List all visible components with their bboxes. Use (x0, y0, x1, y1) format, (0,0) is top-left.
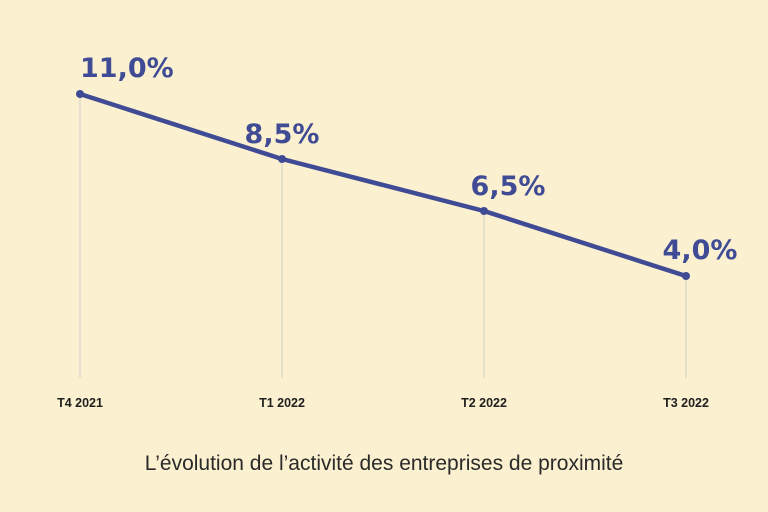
data-point (480, 207, 488, 215)
x-tick-label: T2 2022 (461, 396, 507, 410)
data-point (76, 90, 84, 98)
data-label: 11,0% (80, 53, 174, 84)
x-tick-label: T3 2022 (663, 396, 709, 410)
data-point (682, 272, 690, 280)
data-label: 8,5% (245, 119, 320, 150)
x-axis-tick-labels: T4 2021 T1 2022 T2 2022 T3 2022 (57, 396, 709, 410)
data-labels: 11,0% 8,5% 6,5% 4,0% (80, 53, 737, 266)
grid-lines (79, 94, 687, 378)
data-points (76, 90, 690, 280)
x-tick-label: T4 2021 (57, 396, 103, 410)
series-line-group (77, 91, 689, 279)
chart-caption: L’évolution de l’activité des entreprise… (144, 452, 624, 475)
data-label: 4,0% (663, 235, 738, 266)
data-label: 6,5% (471, 171, 546, 202)
x-tick-label: T1 2022 (259, 396, 305, 410)
series-line (77, 91, 689, 279)
data-point (278, 155, 286, 163)
